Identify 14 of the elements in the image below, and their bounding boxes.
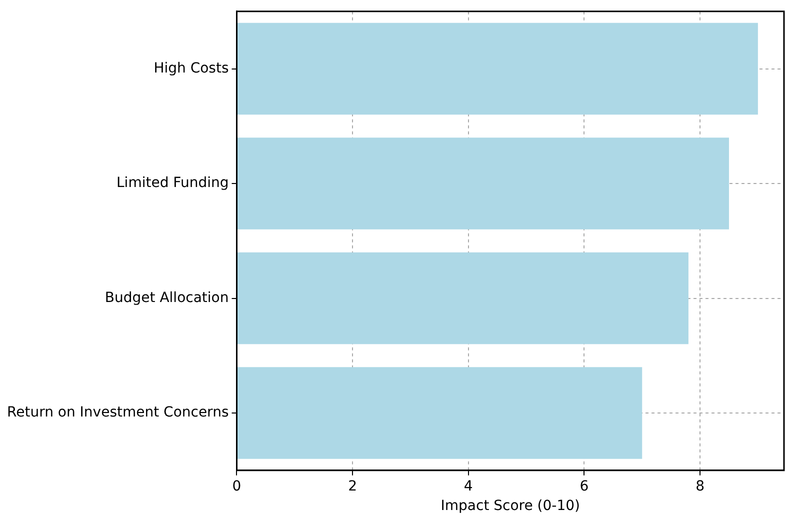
bar (237, 252, 688, 344)
bar (237, 22, 758, 115)
x-tick-label: 8 (696, 478, 704, 494)
y-tick-label: Budget Allocation (104, 290, 229, 306)
y-tick-label: Limited Funding (116, 175, 229, 192)
x-tick-label: 6 (580, 478, 589, 494)
bar (237, 367, 642, 459)
x-axis-title: Impact Score (0-10) (440, 498, 580, 514)
bar (237, 138, 729, 230)
y-tick-label: Return on Investment Concerns (6, 404, 229, 421)
x-tick-label: 2 (348, 478, 358, 494)
y-tick-label: High Costs (154, 60, 229, 76)
x-tick-label: 0 (232, 478, 242, 494)
x-tick-label: 4 (464, 478, 473, 494)
